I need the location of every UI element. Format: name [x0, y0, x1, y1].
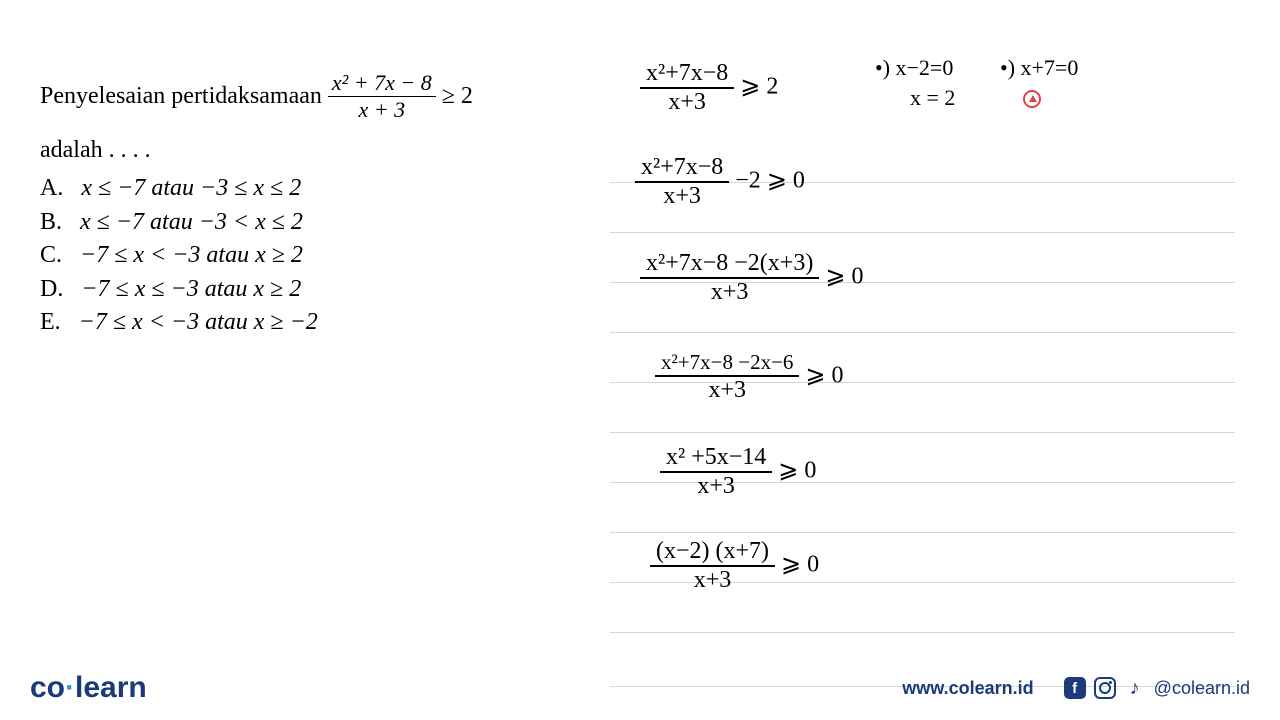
work-step-fraction: x²+7x−8x+3 [640, 60, 734, 116]
notebook-rule [610, 532, 1235, 533]
notebook-rule [610, 432, 1235, 433]
work-step-5: x² +5x−14x+3 ⩾ 0 [660, 444, 816, 500]
option-c: C. −7 ≤ x < −3 atau x ≥ 2 [40, 239, 580, 273]
work-step-4: x²+7x−8 −2x−6x+3 ⩾ 0 [655, 350, 844, 404]
brand-logo: co·learn [30, 671, 147, 705]
footer: co·learn www.colearn.id f ♪ @colearn.id [0, 656, 1280, 720]
instagram-icon [1094, 677, 1116, 699]
work-step-3: x²+7x−8 −2(x+3)x+3 ⩾ 0 [640, 250, 863, 306]
work-step-6: (x−2) (x+7)x+3 ⩾ 0 [650, 538, 819, 594]
option-d: D. −7 ≤ x ≤ −3 atau x ≥ 2 [40, 273, 580, 307]
footer-social: f ♪ @colearn.id [1064, 677, 1250, 699]
footer-url: www.colearn.id [902, 678, 1033, 699]
notebook-rule [610, 232, 1235, 233]
problem-adalah: adalah . . . . [40, 137, 580, 164]
work-step-2: x²+7x−8x+3 −2 ⩾ 0 [635, 154, 805, 210]
inequality-fraction: x² + 7x − 8 x + 3 [328, 70, 436, 123]
fraction-denominator: x + 3 [354, 97, 409, 123]
work-step-fraction: x²+7x−8 −2(x+3)x+3 [640, 250, 819, 306]
problem-line1: Penyelesaian pertidaksamaan x² + 7x − 8 … [40, 70, 580, 123]
note-left-line2: x = 2 [910, 85, 955, 111]
options-list: A. x ≤ −7 atau −3 ≤ x ≤ 2 B. x ≤ −7 atau… [40, 172, 580, 340]
notebook-rule [610, 332, 1235, 333]
problem-block: Penyelesaian pertidaksamaan x² + 7x − 8 … [40, 70, 580, 340]
tiktok-icon: ♪ [1124, 677, 1146, 699]
work-step-fraction: x²+7x−8x+3 [635, 154, 729, 210]
fraction-numerator: x² + 7x − 8 [328, 70, 436, 97]
footer-handle: @colearn.id [1154, 678, 1250, 699]
pointer-cursor-icon [1023, 90, 1041, 108]
work-step-fraction: (x−2) (x+7)x+3 [650, 538, 775, 594]
option-e: E. −7 ≤ x < −3 atau x ≥ −2 [40, 306, 580, 340]
problem-suffix: ≥ 2 [442, 83, 473, 110]
logo-dot: · [65, 671, 75, 704]
facebook-icon: f [1064, 677, 1086, 699]
note-right-line1: •) x+7=0 [1000, 55, 1078, 81]
problem-prefix: Penyelesaian pertidaksamaan [40, 83, 322, 110]
option-a: A. x ≤ −7 atau −3 ≤ x ≤ 2 [40, 172, 580, 206]
work-step-fraction: x²+7x−8 −2x−6x+3 [655, 350, 799, 404]
work-step-fraction: x² +5x−14x+3 [660, 444, 772, 500]
option-b: B. x ≤ −7 atau −3 < x ≤ 2 [40, 206, 580, 240]
notebook-rule [610, 632, 1235, 633]
work-step-1: x²+7x−8x+3 ⩾ 2 [640, 60, 778, 116]
note-left-line1: •) x−2=0 [875, 55, 953, 81]
